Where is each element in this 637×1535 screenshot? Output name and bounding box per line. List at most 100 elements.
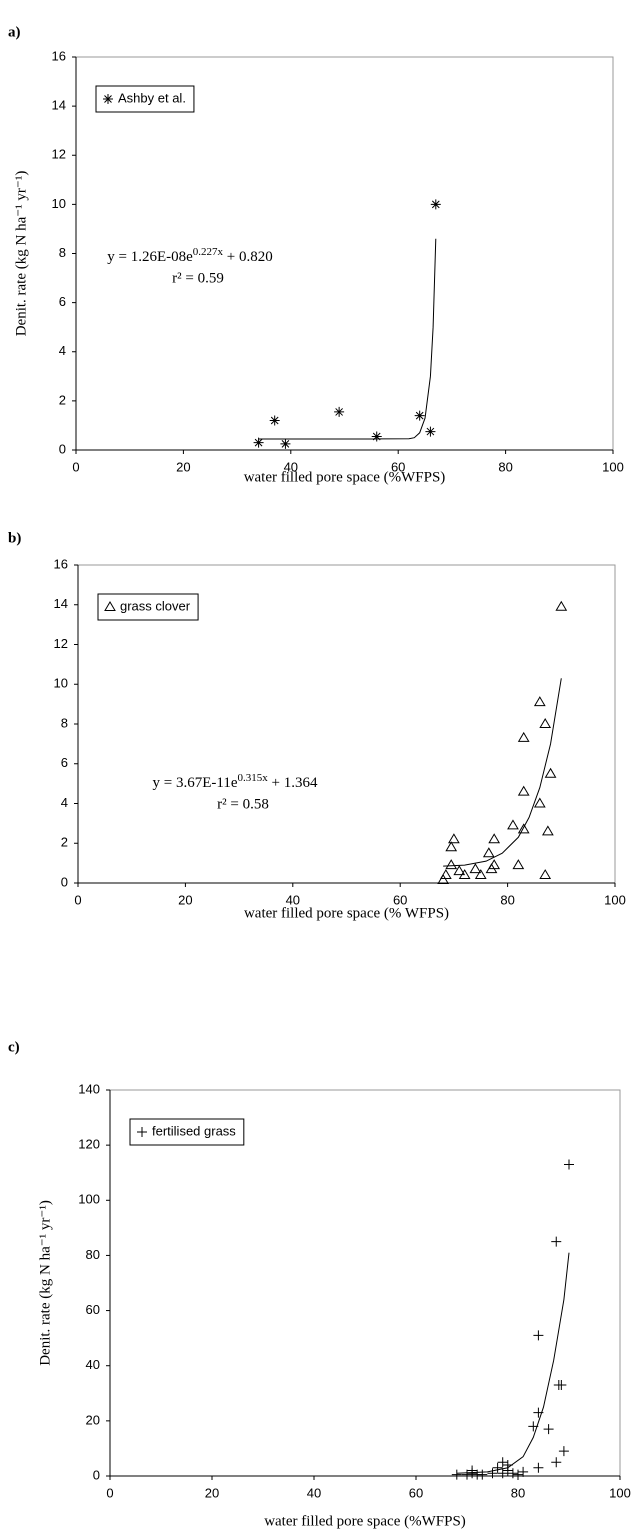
x-tick-label: 0: [72, 459, 79, 474]
data-point: [533, 797, 546, 808]
trendline: [456, 1252, 570, 1474]
data-point: [488, 833, 501, 844]
y-tick-label: 2: [59, 392, 66, 407]
legend-marker: [103, 94, 113, 104]
data-point: [517, 731, 530, 742]
y-tick-label: 140: [78, 1081, 100, 1096]
data-point: [517, 823, 530, 834]
data-point: [517, 785, 530, 796]
data-point: [542, 825, 554, 836]
x-axis-label: water filled pore space (%WFPS): [244, 469, 446, 485]
x-tick-label: 0: [106, 1485, 113, 1500]
data-point: [518, 1466, 529, 1477]
y-tick-label: 80: [86, 1247, 100, 1262]
legend-marker: [137, 1127, 147, 1137]
data-point: [425, 426, 436, 437]
x-tick-label: 80: [498, 459, 512, 474]
legend-marker: [104, 601, 116, 611]
x-tick-label: 60: [409, 1485, 423, 1500]
data-point: [492, 1462, 503, 1473]
x-tick-label: 100: [602, 459, 624, 474]
r-squared: r² = 0.58: [217, 796, 269, 812]
data-point: [253, 437, 264, 448]
panel-label: b): [8, 530, 21, 546]
equation-constant: + 1.364: [268, 775, 318, 791]
y-tick-label: 60: [86, 1302, 100, 1317]
data-point: [533, 696, 546, 707]
y-tick-label: 120: [78, 1137, 100, 1152]
y-tick-label: 8: [59, 245, 66, 260]
data-point: [497, 1468, 508, 1479]
x-tick-label: 40: [286, 892, 300, 907]
data-point: [533, 1330, 544, 1341]
legend-label: grass clover: [120, 598, 191, 613]
y-axis-label: Denit. rate (kg N ha⁻¹ yr⁻¹): [37, 1200, 53, 1366]
x-tick-label: 60: [393, 892, 407, 907]
y-tick-label: 10: [54, 676, 68, 691]
y-tick-label: 4: [59, 343, 66, 358]
x-tick-label: 0: [74, 892, 81, 907]
data-point: [445, 859, 458, 870]
data-point: [551, 1236, 562, 1247]
y-tick-label: 12: [52, 147, 66, 162]
data-point: [462, 1469, 472, 1480]
data-point: [488, 859, 501, 870]
data-point: [474, 869, 487, 880]
data-point: [543, 1424, 554, 1435]
data-point: [280, 438, 291, 449]
data-point: [539, 869, 552, 880]
x-axis-label: water filled pore space (% WFPS): [244, 905, 449, 921]
y-tick-label: 4: [61, 795, 68, 810]
data-point: [551, 1457, 562, 1468]
x-tick-label: 20: [176, 459, 190, 474]
data-point: [467, 1465, 478, 1476]
y-tick-label: 6: [59, 294, 66, 309]
equation-exponent: 0.227x: [193, 246, 224, 258]
y-axis-label: Denit. rate (kg N ha⁻¹ yr⁻¹): [13, 171, 29, 337]
y-tick-label: 6: [61, 755, 68, 770]
equation: y = 1.26E-08e0.227x + 0.820: [107, 246, 273, 266]
data-point: [497, 1457, 508, 1468]
legend-box: [129, 1118, 245, 1146]
equation: y = 3.67E-11e0.315x + 1.364: [153, 772, 318, 792]
trendline: [443, 678, 562, 867]
legend-label: Ashby et al.: [118, 90, 186, 105]
data-point: [487, 1468, 498, 1479]
x-tick-label: 100: [604, 892, 626, 907]
data-point: [539, 718, 552, 728]
data-point: [482, 847, 495, 858]
data-point: [453, 865, 466, 876]
y-tick-label: 8: [61, 715, 68, 730]
data-point: [533, 1462, 544, 1473]
y-tick-label: 0: [59, 441, 66, 456]
y-tick-label: 0: [93, 1467, 100, 1482]
y-tick-label: 100: [78, 1192, 100, 1207]
x-tick-label: 20: [205, 1485, 219, 1500]
y-tick-label: 40: [86, 1357, 100, 1372]
equation-constant: + 0.820: [223, 249, 273, 265]
x-tick-label: 100: [609, 1485, 631, 1500]
data-point: [502, 1459, 513, 1470]
legend-box: [95, 85, 195, 113]
y-tick-label: 14: [54, 596, 68, 611]
x-tick-label: 80: [511, 1485, 525, 1500]
x-tick-label: 80: [500, 892, 514, 907]
y-tick-label: 2: [61, 835, 68, 850]
y-tick-label: 12: [54, 636, 68, 651]
data-point: [414, 410, 425, 421]
data-point: [544, 767, 557, 778]
data-point: [528, 1421, 539, 1432]
data-point: [533, 1407, 544, 1418]
legend-box: [97, 593, 199, 621]
data-point: [448, 833, 460, 844]
data-point: [371, 431, 382, 442]
x-axis-label: water filled pore space (%WFPS): [264, 1513, 466, 1529]
y-tick-label: 0: [61, 874, 68, 889]
data-point: [269, 415, 280, 426]
data-point: [564, 1159, 574, 1170]
data-point: [513, 1469, 523, 1480]
x-tick-label: 40: [284, 459, 298, 474]
legend-label: fertilised grass: [152, 1123, 236, 1138]
